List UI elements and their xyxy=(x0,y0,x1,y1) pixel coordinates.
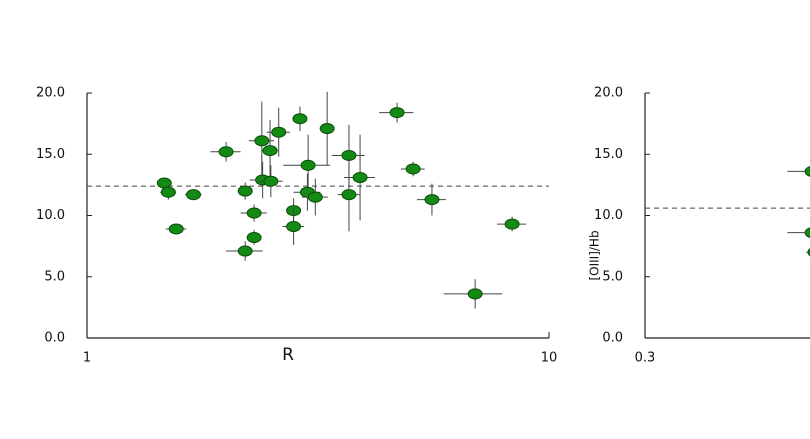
point xyxy=(262,145,278,157)
y-tick-label: 5.0 xyxy=(602,269,623,284)
point xyxy=(168,223,184,235)
point xyxy=(389,107,405,119)
x-tick-label: 10 xyxy=(541,351,558,366)
point xyxy=(246,232,262,244)
point xyxy=(405,163,421,175)
point xyxy=(263,175,279,187)
point xyxy=(156,177,172,189)
point xyxy=(300,159,316,171)
point xyxy=(286,221,302,233)
point xyxy=(160,186,176,198)
point xyxy=(307,191,323,203)
point xyxy=(246,207,262,219)
x-tick-label: 0.3 xyxy=(635,351,656,366)
y-tick-label: 10.0 xyxy=(594,208,623,223)
y-tick-label: 15.0 xyxy=(594,147,623,162)
point xyxy=(254,135,270,147)
point xyxy=(237,185,253,197)
x-tick-label: 1 xyxy=(83,351,91,366)
point xyxy=(804,227,810,238)
point xyxy=(467,288,483,300)
point xyxy=(424,194,440,206)
point xyxy=(352,172,368,184)
point xyxy=(319,123,335,135)
y-tick-label: 0.0 xyxy=(44,331,65,346)
point xyxy=(504,218,520,230)
y-tick-label: 20.0 xyxy=(36,86,65,101)
y-axis-label: [OIII]/Hb xyxy=(588,230,602,280)
point xyxy=(341,189,357,201)
y-tick-label: 15.0 xyxy=(36,147,65,162)
x-axis-label: R xyxy=(282,345,294,365)
y-tick-label: 20.0 xyxy=(594,86,623,101)
y-tick-label: 10.0 xyxy=(36,208,65,223)
y-tick-label: 0.0 xyxy=(602,331,623,346)
point xyxy=(218,146,234,158)
point xyxy=(804,166,810,177)
point xyxy=(271,126,287,138)
point xyxy=(292,113,308,125)
point xyxy=(185,189,201,201)
y-tick-label: 5.0 xyxy=(44,269,65,284)
point xyxy=(237,245,253,257)
